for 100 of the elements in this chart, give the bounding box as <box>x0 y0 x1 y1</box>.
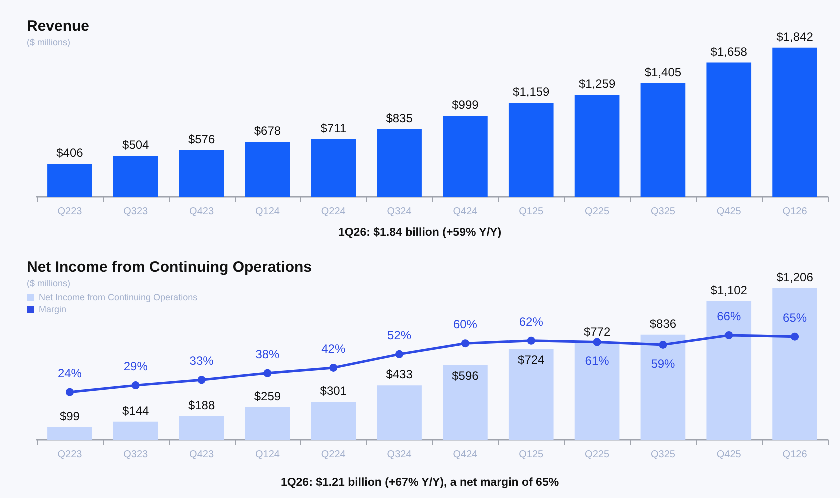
x-tick-label: Q425 <box>716 450 742 460</box>
data-label: $1,102 <box>710 283 748 298</box>
data-label: $678 <box>254 124 282 138</box>
data-label: $1,842 <box>776 30 814 44</box>
x-tick-label: Q124 <box>255 206 280 218</box>
data-label: 38% <box>256 347 280 362</box>
data-label: $259 <box>254 389 282 404</box>
x-tick-label: Q325 <box>650 206 676 218</box>
x-tick-label: Q325 <box>650 450 676 460</box>
x-tick-label: Q425 <box>716 206 742 218</box>
data-label: $1,658 <box>710 44 748 59</box>
bar <box>179 416 224 440</box>
point <box>791 332 800 341</box>
data-label: $772 <box>584 324 611 339</box>
data-label: $724 <box>518 352 546 367</box>
x-tick-label: Q125 <box>519 206 544 218</box>
x-tick-label: Q125 <box>519 450 544 460</box>
bar <box>377 129 422 197</box>
data-label: 65% <box>783 310 808 325</box>
legend-label: Net Income from Continuing Operations <box>39 292 198 302</box>
bar <box>574 342 620 440</box>
bar <box>48 428 92 440</box>
data-label: 33% <box>190 354 214 368</box>
x-tick-label: Q124 <box>255 450 280 460</box>
data-label: $835 <box>386 111 414 126</box>
x-tick-label: Q323 <box>124 450 149 460</box>
bar <box>245 407 290 440</box>
point <box>725 331 734 340</box>
data-label: $1,206 <box>776 270 814 284</box>
point <box>527 336 536 345</box>
bar <box>113 156 158 197</box>
bar <box>574 95 620 197</box>
x-tick-label: Q225 <box>585 206 610 218</box>
bar <box>245 142 290 197</box>
bar <box>706 301 752 440</box>
bar <box>311 139 356 197</box>
data-label: 42% <box>322 342 346 356</box>
data-label: $504 <box>122 138 150 152</box>
chart-subtitle: ($ millions) <box>27 38 71 48</box>
bar <box>179 150 224 197</box>
data-label: $1,159 <box>513 85 550 100</box>
data-label: $1,259 <box>578 77 616 92</box>
chart-title: Revenue <box>27 18 90 35</box>
data-label: 62% <box>519 314 544 329</box>
bar <box>508 348 554 440</box>
bar <box>443 116 488 197</box>
x-tick-label: Q323 <box>124 206 149 218</box>
data-label: $836 <box>650 316 677 331</box>
data-label: 52% <box>388 328 412 342</box>
x-tick-label: Q224 <box>321 450 346 460</box>
bar <box>772 288 818 440</box>
point <box>132 382 140 390</box>
x-tick-label: Q424 <box>453 450 478 460</box>
point <box>66 388 74 396</box>
x-tick-label: Q324 <box>387 206 412 218</box>
bar <box>772 48 818 197</box>
data-label: 66% <box>717 309 742 324</box>
data-label: $433 <box>386 368 414 382</box>
text: 1Q26: $1.84 billion (+59% Y/Y) <box>338 227 502 239</box>
bar <box>48 164 92 197</box>
data-label: $99 <box>60 410 80 424</box>
x-tick-label: Q223 <box>58 450 83 460</box>
x-tick-label: Q225 <box>585 450 610 460</box>
x-tick-label: Q424 <box>453 206 478 218</box>
point <box>264 369 272 378</box>
x-tick-label: Q224 <box>321 206 346 218</box>
point <box>659 340 668 349</box>
data-label: 29% <box>124 360 148 374</box>
bar <box>377 386 422 440</box>
data-label: $406 <box>56 146 84 160</box>
x-tick-label: Q223 <box>58 206 83 218</box>
data-label: $711 <box>320 121 347 136</box>
x-tick-label: Q324 <box>387 450 412 460</box>
point <box>461 340 470 348</box>
data-label: $144 <box>122 404 150 418</box>
data-label: 24% <box>58 366 82 380</box>
legend-label: Margin <box>39 304 67 314</box>
point <box>330 364 338 372</box>
x-tick-label: Q423 <box>190 450 214 460</box>
point <box>198 376 206 384</box>
point <box>593 338 602 346</box>
data-label: $1,405 <box>644 65 682 80</box>
x-tick-label: Q126 <box>782 450 808 460</box>
bar <box>640 334 686 440</box>
x-tick-label: Q423 <box>190 206 214 218</box>
point <box>396 350 404 358</box>
chart-title: Net Income from Continuing Operations <box>27 259 312 276</box>
bar <box>311 402 356 440</box>
data-label: 60% <box>453 318 478 332</box>
text: 1Q26: $1.21 billion (+67% Y/Y), a net margin of 65% <box>280 477 560 489</box>
chart-subtitle: ($ millions) <box>27 278 71 288</box>
bar <box>443 365 488 440</box>
x-tick-label: Q126 <box>782 206 808 218</box>
data-label: 61% <box>585 354 610 368</box>
data-label: $301 <box>320 384 348 398</box>
bar <box>113 422 158 440</box>
bar <box>508 103 554 197</box>
data-label: $576 <box>188 132 216 146</box>
data-label: $999 <box>452 98 480 112</box>
data-label: $188 <box>188 398 216 412</box>
